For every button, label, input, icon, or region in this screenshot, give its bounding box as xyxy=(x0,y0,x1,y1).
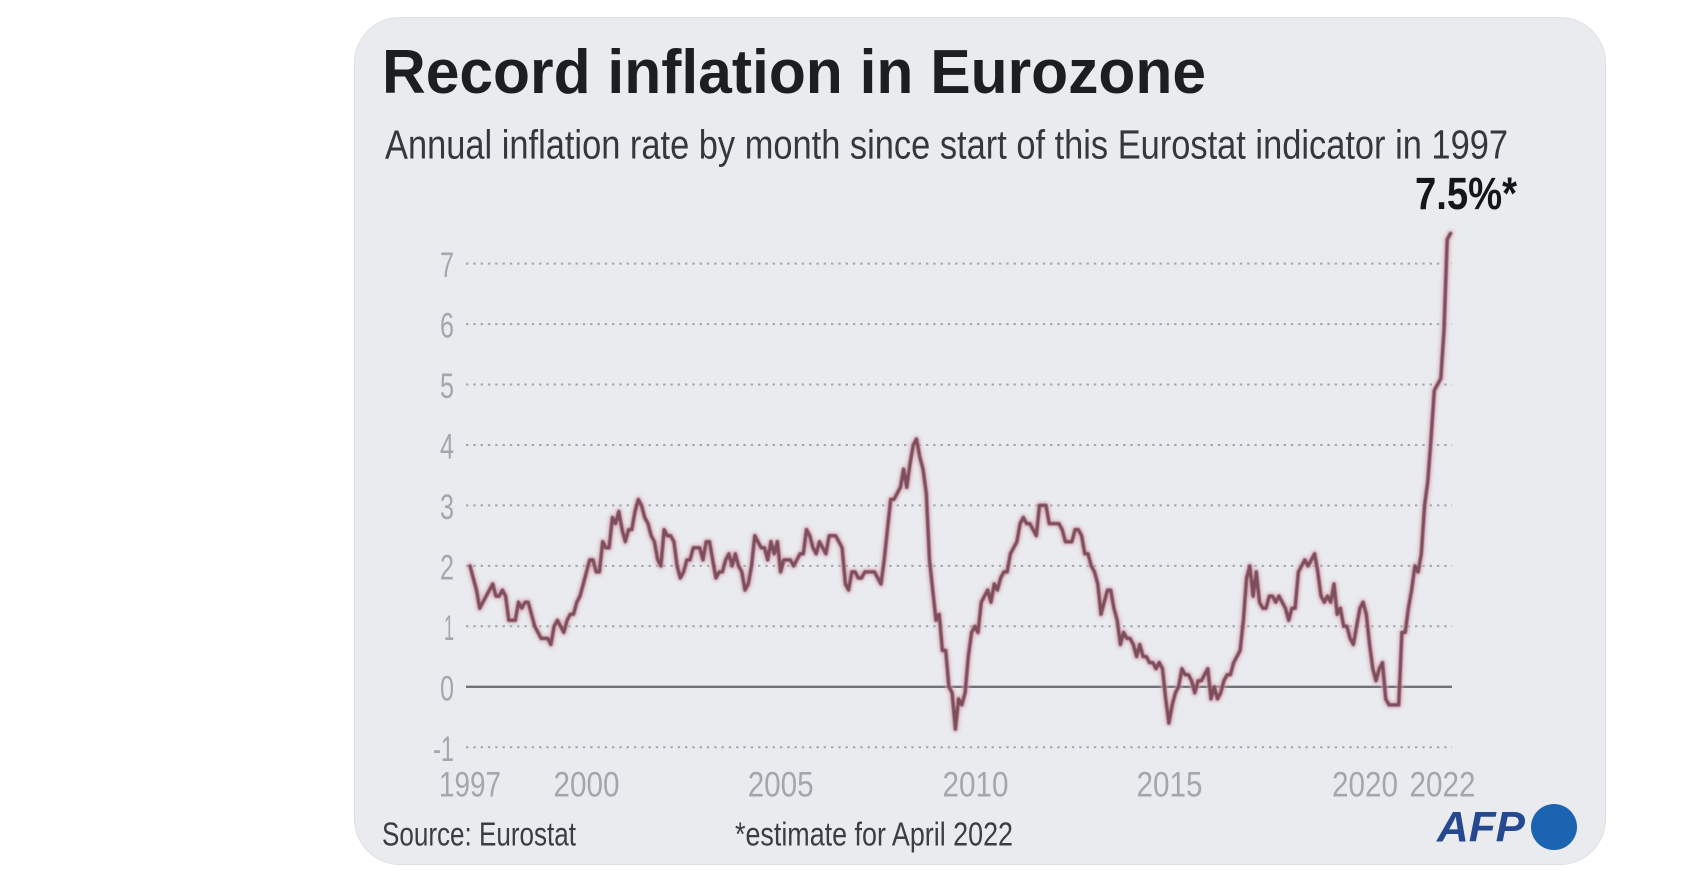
svg-text:6: 6 xyxy=(440,307,454,346)
svg-text:7.5%*: 7.5%* xyxy=(1415,168,1517,219)
svg-text:AFP: AFP xyxy=(1436,804,1525,852)
svg-text:-1: -1 xyxy=(433,730,454,769)
svg-text:Annual inflation rate by month: Annual inflation rate by month since sta… xyxy=(385,122,1508,168)
svg-text:1997: 1997 xyxy=(439,766,501,805)
svg-text:Source: Eurostat: Source: Eurostat xyxy=(382,816,576,853)
svg-text:*estimate for April 2022: *estimate for April 2022 xyxy=(735,816,1013,853)
svg-text:2: 2 xyxy=(440,548,454,587)
svg-text:2010: 2010 xyxy=(943,766,1009,805)
svg-text:2005: 2005 xyxy=(748,766,814,805)
svg-text:4: 4 xyxy=(440,428,454,467)
svg-text:5: 5 xyxy=(440,367,454,406)
svg-text:7: 7 xyxy=(440,246,454,285)
svg-text:1: 1 xyxy=(444,609,454,648)
svg-text:0: 0 xyxy=(440,669,454,708)
svg-text:Record inflation in Eurozone: Record inflation in Eurozone xyxy=(382,38,1206,107)
svg-text:2000: 2000 xyxy=(554,766,620,805)
svg-text:2022: 2022 xyxy=(1410,766,1476,805)
svg-text:2020: 2020 xyxy=(1332,766,1398,805)
svg-text:2015: 2015 xyxy=(1137,766,1203,805)
svg-text:3: 3 xyxy=(440,488,454,527)
